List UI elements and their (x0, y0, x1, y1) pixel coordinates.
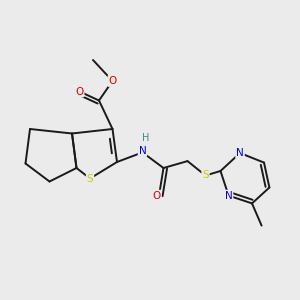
Text: S: S (87, 173, 93, 184)
Text: N: N (139, 146, 146, 156)
Text: O: O (75, 86, 84, 97)
Text: O: O (108, 76, 117, 86)
Text: N: N (225, 190, 232, 201)
Text: H: H (142, 133, 149, 143)
Text: N: N (236, 148, 244, 158)
Text: O: O (152, 190, 161, 201)
Text: S: S (202, 170, 209, 181)
